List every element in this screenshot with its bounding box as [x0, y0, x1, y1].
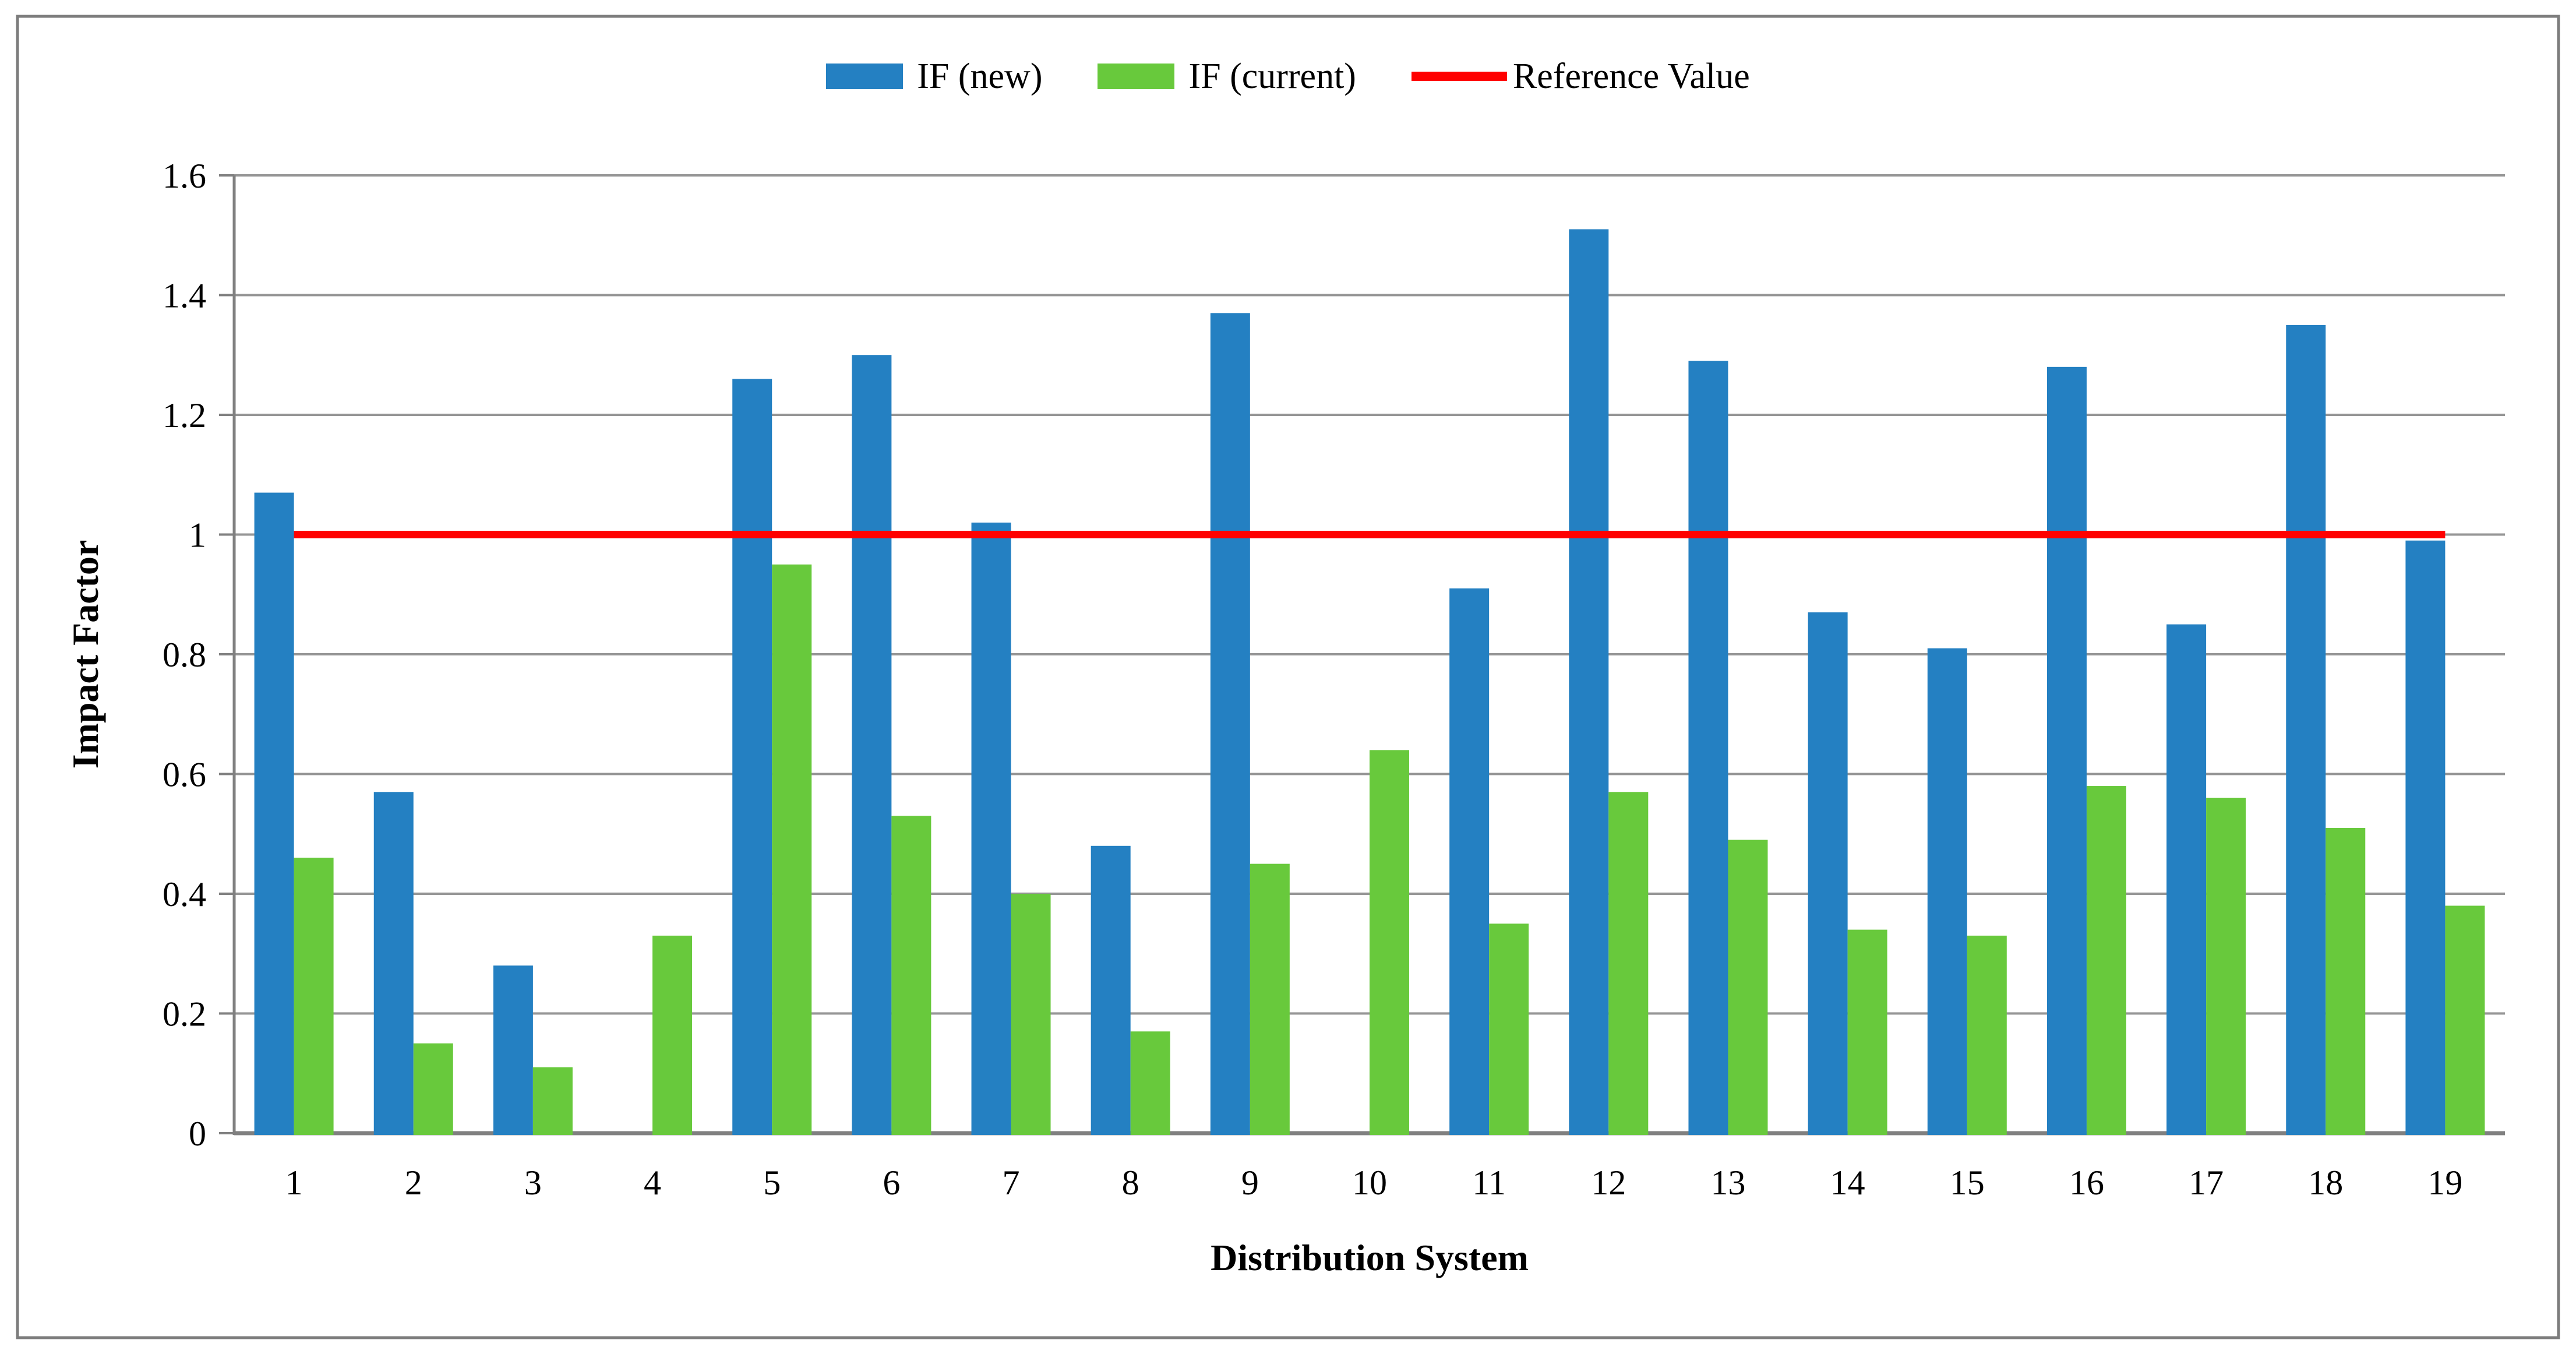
- bar-if-current: [1608, 792, 1649, 1135]
- bar-if-new: [1449, 588, 1490, 1135]
- y-tick-label: 0: [189, 1115, 206, 1153]
- x-category-label: 11: [1472, 1163, 1506, 1202]
- y-tick-label: 1: [189, 516, 206, 555]
- bar-if-current: [891, 816, 931, 1135]
- bar-if-new: [1688, 361, 1728, 1135]
- y-tick-label: 0.6: [163, 756, 206, 794]
- bar-if-current: [652, 935, 693, 1135]
- bar-if-new: [732, 379, 772, 1135]
- legend-swatch-if-new-icon: [826, 64, 904, 89]
- bar-if-new: [493, 965, 533, 1135]
- bar-if-current: [2206, 798, 2246, 1135]
- bar-if-current: [1967, 935, 2007, 1135]
- y-tick-label: 1.2: [163, 396, 206, 435]
- bar-if-current: [1250, 863, 1290, 1135]
- bar-if-new: [1210, 313, 1250, 1136]
- bar-if-current: [2326, 827, 2366, 1135]
- bar-if-current: [2086, 786, 2126, 1135]
- bar-if-new: [1808, 612, 1848, 1135]
- bar-if-new: [373, 792, 414, 1135]
- x-category-label: 3: [524, 1163, 542, 1202]
- chart-legend: IF (new) IF (current) Reference Value: [0, 58, 2576, 94]
- bar-if-current: [772, 564, 812, 1135]
- x-category-label: 13: [1710, 1163, 1745, 1202]
- x-axis-title: Distribution System: [1211, 1237, 1529, 1278]
- x-category-label: 19: [2427, 1163, 2462, 1202]
- x-category-label: 12: [1591, 1163, 1626, 1202]
- x-category-label: 10: [1352, 1163, 1387, 1202]
- bar-if-new: [2405, 540, 2446, 1135]
- bar-if-new: [2166, 624, 2207, 1135]
- y-tick-label: 1.4: [163, 277, 206, 315]
- bar-if-current: [2445, 905, 2485, 1135]
- legend-label-reference-value: Reference Value: [1512, 57, 1750, 96]
- bar-if-new: [254, 492, 294, 1136]
- legend-item-if-current: IF (current): [1098, 58, 1356, 94]
- legend-label-if-new: IF (new): [917, 57, 1043, 96]
- bar-if-current: [1130, 1031, 1170, 1135]
- legend-item-reference-value: Reference Value: [1411, 58, 1750, 94]
- bar-if-new: [2046, 366, 2087, 1135]
- x-category-label: 4: [644, 1163, 661, 1202]
- legend-label-if-current: IF (current): [1188, 57, 1356, 96]
- y-tick-label: 0.2: [163, 995, 206, 1034]
- x-category-label: 6: [883, 1163, 900, 1202]
- bar-if-new: [1091, 845, 1131, 1135]
- bar-if-new: [2286, 325, 2326, 1135]
- bar-if-current: [1370, 750, 1409, 1135]
- y-tick-label: 0.8: [163, 636, 206, 674]
- x-category-label: 5: [763, 1163, 781, 1202]
- legend-reference-line-icon: [1411, 72, 1507, 81]
- x-category-label: 18: [2308, 1163, 2343, 1202]
- bar-if-current: [532, 1067, 573, 1135]
- x-category-label: 8: [1122, 1163, 1139, 1202]
- legend-swatch-if-current-icon: [1098, 64, 1175, 89]
- bar-if-current: [1847, 929, 1887, 1135]
- x-category-label: 16: [2069, 1163, 2104, 1202]
- x-category-label: 2: [405, 1163, 422, 1202]
- bar-if-new: [971, 522, 1011, 1136]
- bar-if-current: [1728, 840, 1768, 1135]
- bar-if-current: [413, 1043, 453, 1135]
- bar-if-new: [852, 355, 892, 1135]
- legend-item-if-new: IF (new): [826, 58, 1042, 94]
- bar-if-new: [1927, 648, 1967, 1135]
- bar-if-new: [1569, 229, 1609, 1136]
- x-category-label: 14: [1830, 1163, 1865, 1202]
- figure-border: [16, 15, 2560, 1339]
- x-category-label: 9: [1241, 1163, 1259, 1202]
- bar-if-current: [1489, 923, 1529, 1135]
- x-category-label: 7: [1003, 1163, 1020, 1202]
- x-category-label: 17: [2189, 1163, 2224, 1202]
- y-tick-label: 1.6: [163, 157, 206, 195]
- y-tick-label: 0.4: [163, 875, 206, 914]
- bar-if-current: [294, 858, 334, 1135]
- bar-if-current: [1011, 894, 1051, 1135]
- x-category-label: 15: [1950, 1163, 1985, 1202]
- x-category-label: 1: [285, 1163, 303, 1202]
- y-axis-title: Impact Factor: [65, 540, 106, 769]
